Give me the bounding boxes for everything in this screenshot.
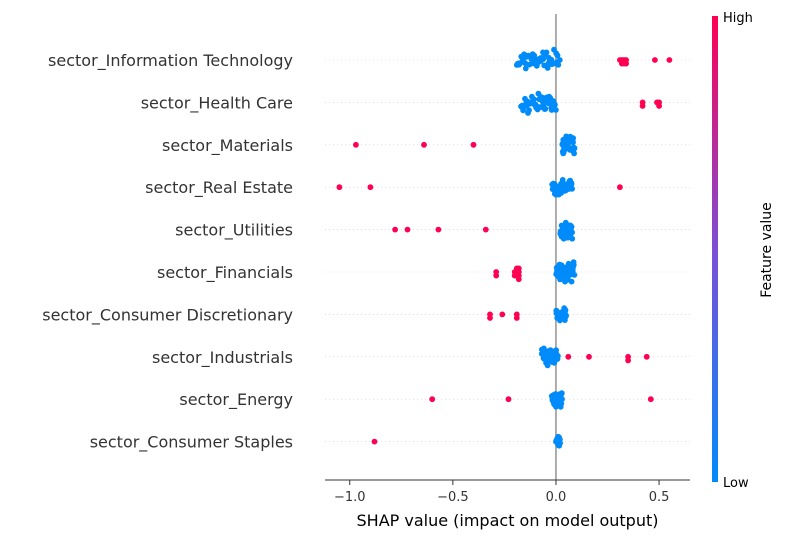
shap-point-low — [571, 145, 578, 152]
shap-point-high — [367, 184, 374, 191]
shap-point-high — [371, 438, 378, 445]
shap-point-low — [555, 353, 561, 359]
shap-point-low — [568, 223, 575, 230]
shap-point-low — [554, 52, 561, 59]
shap-point-high — [487, 315, 493, 321]
shap-point-low — [569, 185, 575, 192]
shap-point-low — [563, 313, 569, 319]
shap-point-low — [542, 105, 549, 112]
shap-point-low — [559, 177, 566, 183]
shap-point-low — [562, 307, 569, 314]
shap-point-low — [555, 61, 562, 68]
shap-point-low — [541, 345, 547, 352]
shap-point-low — [570, 135, 576, 142]
beeswarm-points — [336, 46, 673, 449]
shap-point-low — [544, 362, 551, 369]
shap-point-high — [647, 396, 654, 403]
shap-point-high — [586, 353, 592, 360]
shap-point-low — [522, 65, 529, 72]
feature-label: sector_Industrials — [152, 348, 293, 368]
shap-point-high — [499, 311, 506, 318]
shap-point-low — [559, 396, 565, 403]
colorbar — [712, 16, 718, 482]
shap-point-high — [336, 184, 343, 191]
shap-point-low — [558, 400, 565, 407]
shap-point-low — [545, 100, 551, 107]
shap-point-low — [526, 107, 532, 114]
shap-point-high — [470, 141, 477, 148]
shap-point-high — [617, 184, 623, 191]
shap-point-high — [435, 226, 442, 233]
shap-point-high — [505, 396, 512, 403]
shap-point-high — [392, 226, 398, 233]
feature-label: sector_Real Estate — [145, 178, 293, 198]
shap-point-high — [353, 141, 359, 148]
shap-point-low — [543, 49, 550, 56]
shap-point-low — [553, 107, 559, 113]
x-axis-title: SHAP value (impact on model output) — [357, 511, 659, 530]
shap-point-low — [548, 107, 555, 113]
shap-point-low — [571, 150, 577, 157]
colorbar-high-label: High — [723, 11, 753, 26]
feature-label: sector_Energy — [179, 390, 293, 410]
shap-point-high — [513, 315, 520, 321]
shap-point-high — [515, 276, 522, 283]
shap-point-low — [540, 56, 547, 62]
shap-point-high — [482, 226, 489, 233]
x-axis-ticks: −1.0 −0.5 0.0 0.5 — [334, 480, 669, 505]
shap-point-low — [568, 180, 575, 187]
feature-label: sector_Financials — [157, 263, 293, 283]
shap-point-low — [569, 235, 576, 242]
feature-label: sector_Health Care — [141, 93, 293, 113]
x-tick-label: −0.5 — [437, 490, 469, 505]
x-tick-label: −1.0 — [334, 490, 366, 505]
shap-point-low — [557, 440, 563, 446]
shap-point-low — [531, 96, 537, 103]
colorbar-low-label: Low — [723, 476, 749, 491]
shap-point-high — [515, 265, 522, 272]
feature-label: sector_Materials — [162, 136, 293, 156]
feature-label: sector_Consumer Staples — [90, 433, 293, 453]
shap-point-high — [656, 103, 662, 109]
feature-label: sector_Information Technology — [48, 51, 293, 71]
shap-point-high — [429, 396, 436, 403]
shap-point-low — [570, 262, 577, 268]
x-tick-label: 0.5 — [649, 490, 670, 505]
shap-point-high — [493, 272, 500, 279]
shap-point-high — [623, 60, 629, 67]
shap-point-low — [552, 101, 558, 108]
shap-point-low — [544, 65, 551, 71]
shap-point-low — [556, 57, 563, 63]
shap-point-low — [568, 278, 575, 285]
shap-point-low — [558, 390, 565, 397]
shap-point-high — [421, 141, 427, 148]
shap-point-high — [643, 353, 650, 360]
row-guides — [325, 59, 690, 442]
shap-point-high — [652, 57, 658, 63]
shap-point-high — [565, 353, 572, 360]
shap-point-low — [570, 139, 576, 146]
shap-point-high — [639, 103, 646, 109]
shap-point-low — [571, 272, 578, 278]
shap-point-high — [666, 57, 673, 63]
feature-label: sector_Utilities — [175, 221, 293, 241]
colorbar-title: Feature value — [759, 202, 775, 298]
feature-label: sector_Consumer Discretionary — [42, 305, 293, 325]
feature-labels: sector_Information Technology sector_Heal… — [42, 51, 293, 453]
x-tick-label: 0.0 — [546, 490, 567, 505]
shap-point-high — [404, 226, 411, 233]
shap-point-high — [625, 357, 631, 364]
shap-point-low — [569, 229, 575, 236]
